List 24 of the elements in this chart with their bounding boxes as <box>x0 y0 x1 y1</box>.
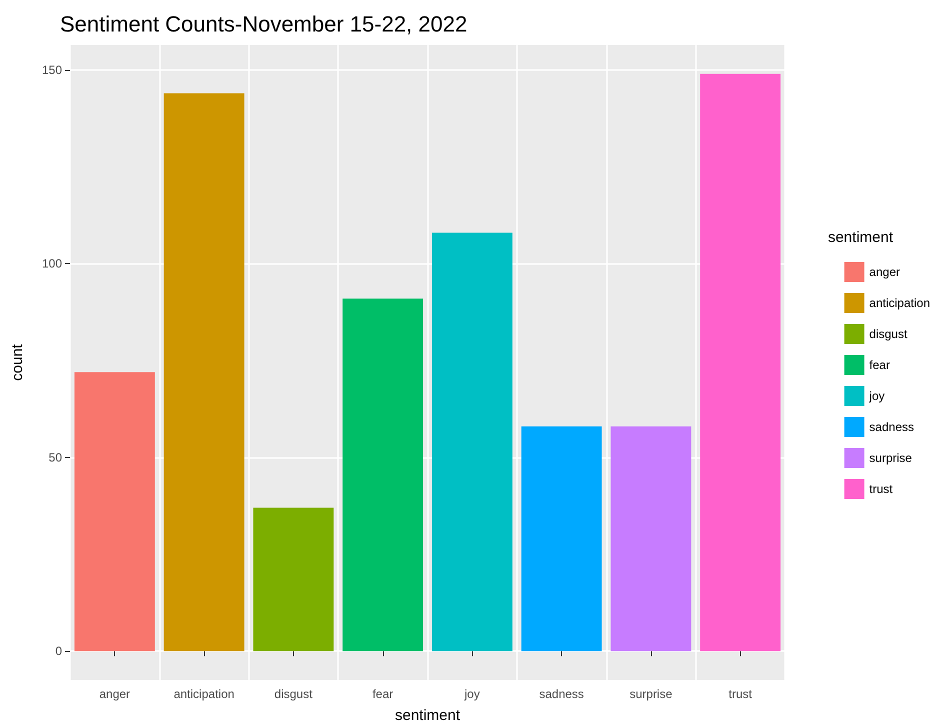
y-axis-title: count <box>9 343 26 381</box>
y-tick-label: 150 <box>42 62 62 77</box>
legend-title: sentiment <box>828 229 894 246</box>
y-tick-label: 100 <box>42 256 62 271</box>
legend-label: trust <box>869 482 894 496</box>
x-tick-label: trust <box>728 687 753 701</box>
legend-label: sadness <box>869 420 914 434</box>
y-tick-label: 0 <box>55 644 62 658</box>
y-tick-label: 50 <box>48 450 62 464</box>
legend-label: fear <box>869 358 890 372</box>
x-tick-label: fear <box>372 687 394 701</box>
chart-title: Sentiment Counts-November 15-22, 2022 <box>60 12 468 36</box>
legend-label: surprise <box>869 451 912 465</box>
x-tick-label: joy <box>464 687 480 701</box>
x-tick-label: sadness <box>539 687 584 701</box>
legend-label: joy <box>868 389 885 403</box>
legend-label: anger <box>869 265 900 279</box>
x-tick-label: disgust <box>274 687 314 701</box>
legend-label: disgust <box>869 327 908 341</box>
x-tick-label: anticipation <box>174 687 234 701</box>
x-axis-title: sentiment <box>394 707 461 724</box>
x-tick-label: anger <box>99 687 130 701</box>
x-tick-label: surprise <box>630 687 673 701</box>
legend-label: anticipation <box>869 296 930 310</box>
